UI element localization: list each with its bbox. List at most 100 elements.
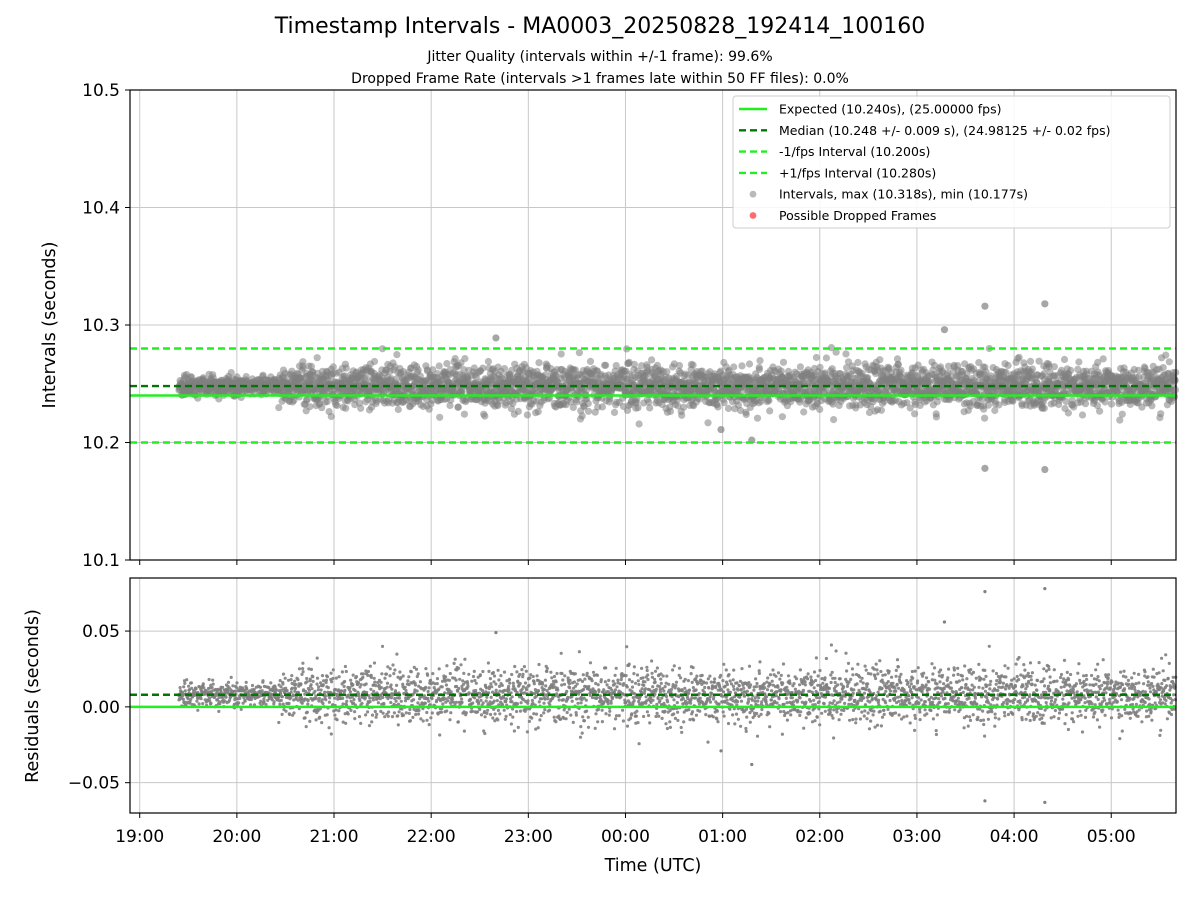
residual-point [305,676,309,681]
residual-point [456,720,460,724]
residual-point [317,685,321,689]
residual-point [258,685,263,689]
interval-point [1162,351,1170,359]
residual-point [349,708,353,713]
residual-point [376,701,380,705]
interval-point [414,366,422,374]
interval-point [435,362,443,370]
interval-point [575,349,584,357]
residual-point [504,697,508,701]
residual-point [211,682,215,686]
top-y-tick-label: 10.4 [82,199,120,219]
residual-point [521,672,525,676]
interval-point [557,350,565,358]
residual-point [397,710,401,714]
residual-point [502,696,506,700]
interval-outlier-point [492,334,500,342]
residual-point [299,682,303,686]
residual-point [290,686,294,690]
residual-point [535,674,539,678]
residual-point [185,678,189,682]
residual-point [446,699,450,703]
residual-point [259,699,263,703]
residual-point [210,686,214,690]
residual-point [473,696,477,700]
residual-point [479,713,484,717]
residual-point [532,712,536,716]
residual-point [426,689,430,694]
residual-point [369,687,373,691]
residual-point [182,685,186,689]
residual-point [289,690,293,694]
interval-point [1040,404,1048,412]
interval-point [1060,355,1069,364]
interval-point [1118,410,1126,418]
interval-point [393,351,401,359]
residual-point [211,678,215,682]
residual-point [417,708,421,713]
residual-point [493,712,497,716]
residual-point [503,717,507,721]
residual-point [353,688,357,693]
residual-point [515,702,520,706]
residual-point [489,695,493,700]
residual-point [508,681,512,685]
residual-point [450,697,455,701]
residual-point [287,701,291,706]
interval-point [830,416,838,424]
interval-point [630,360,639,368]
residual-point [497,678,501,682]
residual-point [484,699,488,703]
residual-point [448,671,452,676]
residual-point [388,674,392,678]
interval-point [342,404,350,412]
residual-point [427,686,431,690]
interval-point [313,354,321,362]
residual-point [531,674,535,679]
residual-point [476,710,480,714]
residual-point [461,679,465,683]
residual-point [471,674,476,679]
interval-point [1067,366,1075,374]
residual-point [370,720,374,724]
residual-point [366,710,370,714]
interval-point [897,366,905,374]
residual-point [269,681,273,685]
interval-point [680,403,688,411]
residual-point [364,682,368,686]
residual-point [381,711,385,715]
interval-point [1075,358,1083,366]
interval-point [753,414,762,422]
residual-point [324,678,328,682]
residual-point [483,715,487,719]
residual-point [304,690,308,694]
residual-point [197,702,201,706]
residual-point [289,678,293,682]
residual-point [486,708,490,712]
top-y-tick-label: 10.5 [82,81,120,101]
residual-point [309,683,313,687]
interval-point [779,358,788,366]
interval-point [1078,411,1087,419]
residual-point [510,672,514,677]
residual-point [538,718,542,722]
residual-point [304,725,308,729]
interval-point [598,403,607,411]
residual-point [293,679,297,683]
residual-point [448,718,452,722]
interval-point [215,395,223,403]
residual-point [328,696,332,700]
residual-point [427,723,431,727]
residual-point [398,670,402,674]
interval-point [610,408,619,416]
residual-point [497,684,502,689]
residual-point [429,716,433,720]
residual-point [530,716,534,720]
residual-point [536,726,540,730]
residual-point [537,700,541,704]
interval-point [696,395,704,403]
residual-point [380,644,385,649]
residual-point [368,664,372,668]
residual-point [395,683,399,688]
interval-point [720,399,728,407]
